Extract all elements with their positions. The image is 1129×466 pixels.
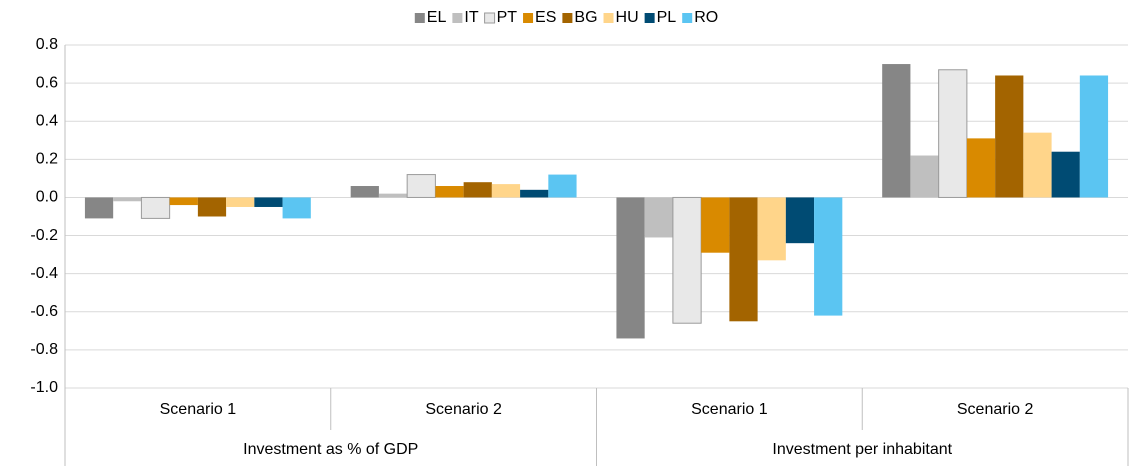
bar — [910, 155, 939, 198]
legend: EL IT PT ES BG HU PL RO — [414, 9, 718, 26]
y-tick-label: -0.4 — [30, 265, 58, 282]
legend-swatch — [452, 13, 463, 23]
bar — [814, 197, 843, 316]
bar — [113, 197, 142, 202]
legend-label: BG — [574, 9, 597, 26]
bar — [938, 69, 968, 198]
legend-label: RO — [694, 9, 718, 26]
legend-swatch — [562, 13, 573, 23]
bar — [882, 64, 911, 198]
bar — [197, 197, 227, 217]
bar — [785, 197, 815, 244]
x-tick-label: Scenario 1 — [160, 401, 237, 418]
legend-label: ES — [535, 9, 556, 26]
bar — [463, 182, 492, 198]
y-tick-label: -0.8 — [30, 341, 58, 358]
legend-label: PT — [497, 9, 518, 26]
bar — [140, 196, 171, 219]
bar — [169, 197, 198, 206]
bar — [1051, 151, 1080, 198]
y-tick-label: -0.6 — [30, 303, 58, 320]
legend-label: PL — [657, 9, 677, 26]
y-tick-label: -1.0 — [30, 379, 58, 396]
legend-swatch — [644, 13, 655, 23]
bar — [644, 197, 673, 238]
legend-label: IT — [464, 9, 478, 26]
x-tick-label: Scenario 2 — [957, 401, 1034, 418]
bar — [701, 197, 730, 253]
bar — [966, 138, 996, 198]
bar — [520, 189, 549, 198]
bar — [254, 197, 283, 207]
legend-swatch — [414, 13, 425, 23]
bar — [84, 197, 114, 219]
bar — [548, 174, 577, 198]
group-label: Investment per inhabitant — [772, 441, 952, 458]
bar — [435, 186, 464, 198]
group-label: Investment as % of GDP — [243, 441, 418, 458]
bar — [406, 174, 436, 198]
y-tick-label: -0.2 — [30, 227, 58, 244]
x-tick-label: Scenario 2 — [425, 401, 502, 418]
legend-swatch — [603, 13, 614, 23]
y-tick-label: 0.0 — [36, 189, 58, 206]
bar — [226, 197, 255, 207]
y-tick-label: 0.6 — [36, 74, 58, 91]
legend-swatch — [523, 13, 534, 23]
bar — [1079, 75, 1109, 198]
bar — [282, 197, 311, 219]
bar — [672, 196, 702, 324]
bar — [1023, 132, 1052, 198]
legend-swatch — [484, 12, 496, 24]
bar — [729, 197, 758, 322]
y-tick-label: 0.4 — [36, 112, 58, 129]
bar — [378, 193, 408, 198]
x-tick-label: Scenario 1 — [691, 401, 768, 418]
y-tick-label: 0.8 — [36, 36, 58, 53]
bar — [491, 184, 521, 198]
legend-label: EL — [427, 9, 447, 26]
bar — [757, 197, 786, 261]
legend-swatch — [682, 13, 693, 23]
bar — [995, 75, 1024, 198]
legend-label: HU — [616, 9, 639, 26]
bar — [616, 197, 645, 339]
y-tick-label: 0.2 — [36, 151, 58, 168]
bar — [350, 186, 379, 198]
